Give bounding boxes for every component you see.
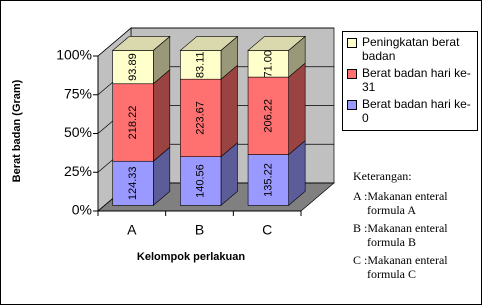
x-tick-label: A	[127, 222, 137, 238]
bar	[247, 50, 289, 78]
annotation: B :Makanan enteral formula B	[353, 221, 448, 249]
x-tick-label: B	[195, 222, 204, 238]
bar	[247, 154, 289, 206]
legend-swatch	[347, 69, 357, 79]
grid-line	[97, 27, 334, 57]
bar	[180, 78, 222, 157]
legend: Peningkatan berat badan Berat badan hari …	[342, 31, 478, 131]
y-tick-label: 0%	[72, 202, 92, 218]
y-tick-label: 25%	[64, 163, 92, 179]
annotation: Keterangan:	[353, 169, 412, 183]
bar	[112, 83, 154, 162]
legend-swatch	[347, 100, 357, 110]
legend-label: Peningkatan berat badan	[362, 35, 460, 63]
value-label: 140.56	[195, 164, 207, 198]
bar-side	[220, 64, 238, 158]
bar-top	[247, 36, 306, 51]
value-label: 135.22	[262, 163, 274, 197]
value-label: 93.89	[127, 53, 139, 81]
bar-top	[111, 36, 171, 51]
bar	[112, 160, 154, 206]
y-tick-label: 50%	[64, 124, 92, 140]
value-label: 124.33	[127, 166, 139, 200]
bar-top	[179, 36, 239, 51]
bar	[180, 50, 222, 80]
annotation: A :Makanan enteral formula A	[353, 189, 448, 217]
bar	[247, 76, 289, 155]
legend-item: Peningkatan berat badan	[347, 35, 474, 63]
legend-label: Berat badan hari ke-31	[362, 66, 471, 94]
notes: Keterangan: A :Makanan enteral formula A B…	[353, 169, 478, 285]
annotation: C :Makanan enteral formula C	[353, 253, 448, 281]
legend-item: Berat badan hari ke-31	[347, 66, 474, 94]
legend-label: Berat badan hari ke-0	[362, 97, 471, 125]
bar-side	[153, 69, 171, 162]
value-label: 206.22	[262, 99, 274, 133]
value-label: 223.67	[195, 101, 207, 135]
value-label: 218.22	[127, 106, 139, 140]
bar	[112, 50, 154, 85]
value-label: 83.11	[195, 51, 207, 78]
x-tick-label: C	[262, 222, 272, 238]
legend-swatch	[347, 38, 357, 48]
x-axis-title: Kelompok perlakuan	[137, 251, 245, 263]
value-label: 71.00	[262, 50, 274, 78]
bar-side	[288, 62, 306, 156]
y-tick-label: 75%	[64, 85, 92, 101]
legend-item: Berat badan hari ke-0	[347, 97, 474, 125]
y-axis-title: Berat badan (Gram)	[11, 79, 23, 182]
y-tick-label: 100%	[56, 47, 92, 63]
